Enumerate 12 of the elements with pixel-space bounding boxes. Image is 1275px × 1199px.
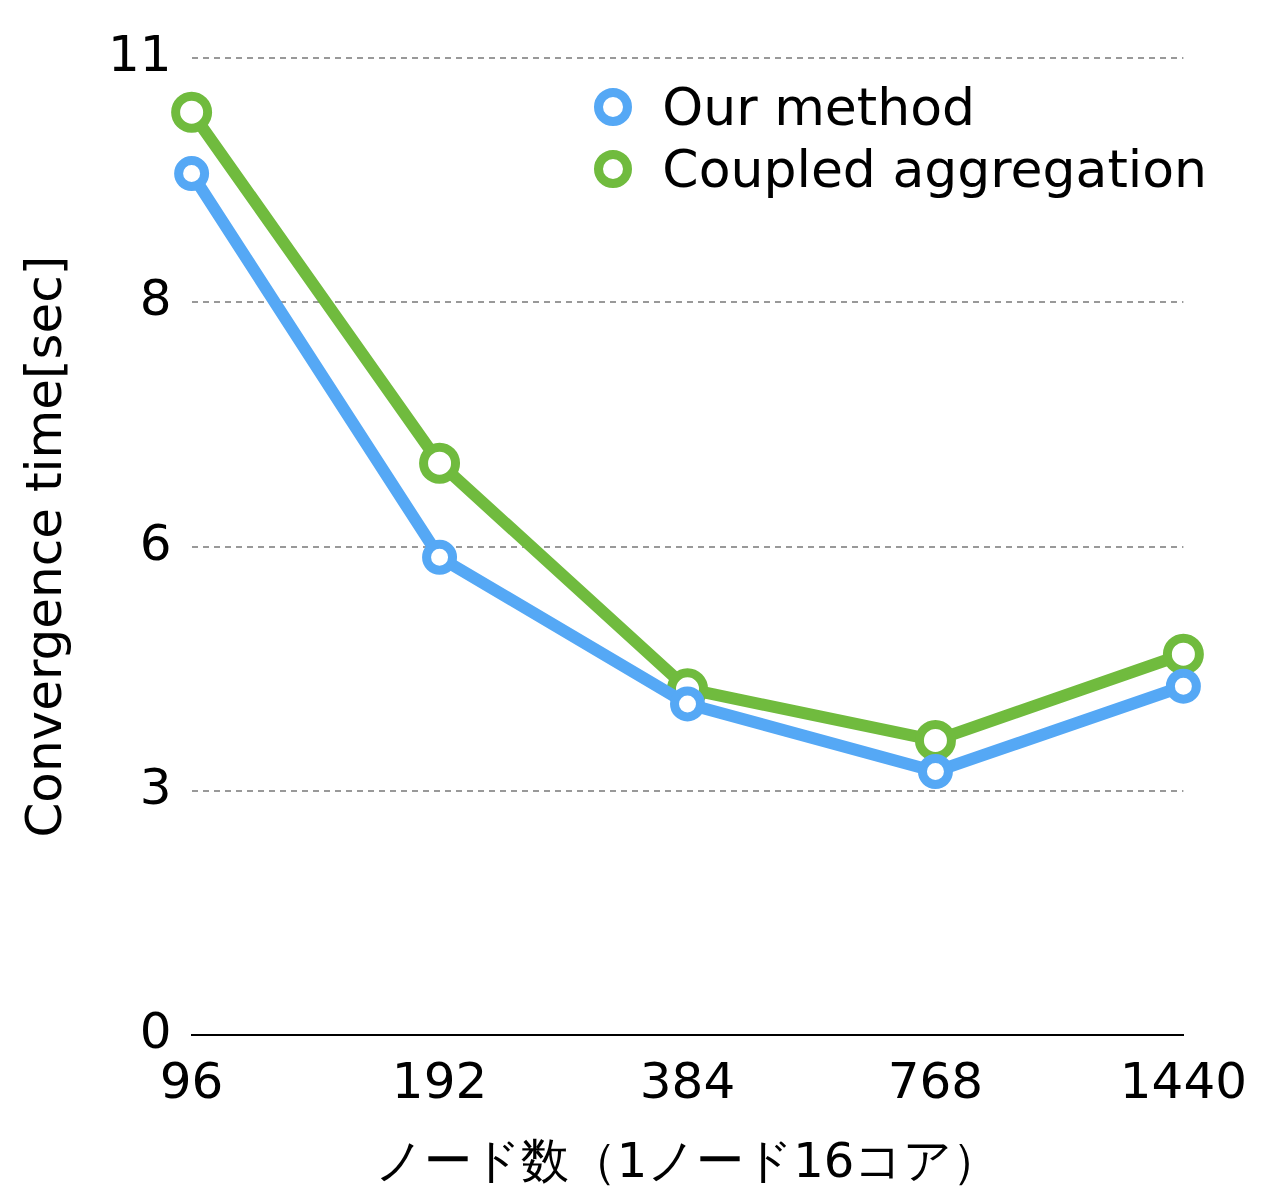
y-tick-label: 3 [139,758,172,817]
x-tick-label: 768 [887,1052,984,1111]
y-tick-label: 8 [139,269,172,328]
legend-label: Our method [662,77,975,137]
y-axis-title: Convergence time[sec] [14,255,73,838]
x-tick-label: 192 [391,1052,488,1111]
x-axis-title: ノード数（1ノード16コア） [374,1131,1001,1188]
legend-label: Coupled aggregation [662,139,1207,199]
y-tick-label: 11 [108,24,172,83]
x-tick-label: 384 [639,1052,736,1111]
x-tick-label: 1440 [1119,1052,1247,1111]
y-tick-label: 6 [139,513,172,572]
